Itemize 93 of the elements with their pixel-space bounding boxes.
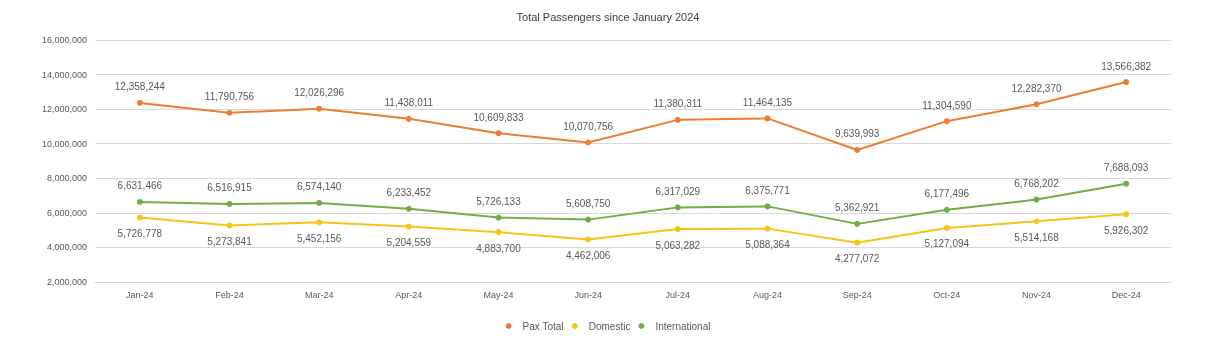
- data-label: 5,204,559: [386, 237, 432, 249]
- data-label: 5,063,282: [655, 239, 701, 251]
- data-label: 5,926,302: [1103, 224, 1149, 236]
- point: [854, 146, 861, 153]
- point: [495, 214, 502, 221]
- x-tick-label: Jun-24: [574, 289, 602, 300]
- point: [405, 115, 412, 122]
- y-tick-label: 16,000,000: [41, 35, 87, 45]
- data-label: 6,177,496: [924, 188, 970, 200]
- x-tick-label: Dec-24: [1111, 289, 1141, 300]
- data-label: 5,088,364: [745, 239, 791, 251]
- data-label: 13,566,382: [1101, 60, 1152, 72]
- point: [136, 214, 143, 221]
- point: [1033, 218, 1040, 225]
- point: [316, 199, 323, 206]
- data-label: 12,026,296: [294, 87, 345, 99]
- data-label: 5,514,168: [1014, 231, 1060, 243]
- point: [405, 223, 412, 230]
- point: [226, 200, 233, 207]
- data-label: 6,317,029: [655, 185, 701, 197]
- point: [226, 222, 233, 229]
- data-label: 10,070,756: [563, 120, 614, 132]
- y-tick-label: 8,000,000: [46, 173, 87, 184]
- point: [854, 220, 861, 227]
- data-label: 4,883,700: [476, 242, 522, 254]
- point: [585, 216, 592, 223]
- x-tick-label: Feb-24: [215, 289, 244, 300]
- data-label: 5,608,750: [565, 198, 611, 210]
- x-tick-label: Oct-24: [933, 289, 961, 300]
- data-label: 11,304,590: [922, 99, 972, 111]
- data-label: 11,790,756: [204, 91, 255, 103]
- point: [674, 226, 681, 233]
- data-label: 6,233,452: [386, 187, 432, 199]
- y-tick-label: 4,000,000: [46, 242, 87, 253]
- point: [1033, 101, 1040, 108]
- point: [495, 229, 502, 236]
- y-tick-label: 2,000,000: [46, 277, 87, 287]
- data-label: 6,375,771: [745, 184, 791, 196]
- point: [854, 239, 861, 246]
- point: [1123, 79, 1130, 86]
- data-label: 12,358,244: [114, 81, 166, 93]
- y-tick-label: 6,000,000: [46, 207, 87, 218]
- data-label: 5,452,156: [296, 232, 342, 244]
- point: [674, 116, 681, 123]
- point: [136, 198, 143, 205]
- x-tick-label: May-24: [483, 289, 514, 300]
- data-label: 11,438,011: [384, 97, 434, 109]
- data-label: 5,726,778: [117, 228, 163, 240]
- y-tick-label: 14,000,000: [41, 69, 87, 80]
- point: [495, 130, 502, 137]
- x-tick-label: Apr-24: [395, 289, 423, 300]
- point: [943, 206, 950, 213]
- point: [1033, 196, 1040, 203]
- data-label: 6,768,202: [1014, 178, 1060, 190]
- point: [674, 204, 681, 211]
- point: [943, 224, 950, 231]
- data-label: 10,609,833: [473, 111, 524, 123]
- x-tick-label: Sep-24: [842, 289, 872, 300]
- point: [1123, 211, 1130, 218]
- data-label: 4,462,006: [565, 249, 611, 261]
- point: [585, 139, 592, 146]
- data-label: 9,639,993: [834, 128, 880, 140]
- legend-label: Domestic: [588, 320, 631, 332]
- data-label: 7,688,093: [1103, 162, 1149, 174]
- x-tick-label: Nov-24: [1021, 289, 1052, 300]
- x-tick-label: Jan-24: [126, 289, 154, 300]
- data-label: 4,277,072: [834, 253, 880, 265]
- x-tick-label: Jul-24: [665, 289, 691, 300]
- chart-title: Total Passengers since January 2024: [516, 10, 700, 23]
- data-label: 6,631,466: [117, 180, 163, 192]
- point: [405, 205, 412, 212]
- point: [316, 219, 323, 226]
- x-tick-label: Mar-24: [304, 289, 334, 300]
- point: [1123, 180, 1130, 187]
- data-label: 11,380,311: [653, 98, 703, 110]
- y-tick-label: 12,000,000: [41, 104, 87, 115]
- data-label: 5,127,094: [924, 238, 970, 250]
- legend-label: Pax Total: [522, 320, 564, 332]
- point: [943, 118, 950, 125]
- data-label: 11,464,135: [742, 96, 793, 108]
- data-label: 6,574,140: [296, 181, 342, 193]
- data-label: 5,726,133: [476, 196, 522, 208]
- data-label: 12,282,370: [1011, 82, 1062, 94]
- data-label: 5,362,921: [834, 202, 880, 214]
- y-tick-label: 10,000,000: [41, 138, 87, 149]
- data-label: 6,516,915: [207, 182, 253, 194]
- point: [585, 236, 592, 243]
- point: [136, 99, 143, 106]
- data-label: 5,273,841: [207, 235, 253, 247]
- legend-label: International: [655, 320, 711, 332]
- x-tick-label: Aug-24: [752, 289, 783, 300]
- point: [226, 109, 233, 116]
- point: [316, 105, 323, 112]
